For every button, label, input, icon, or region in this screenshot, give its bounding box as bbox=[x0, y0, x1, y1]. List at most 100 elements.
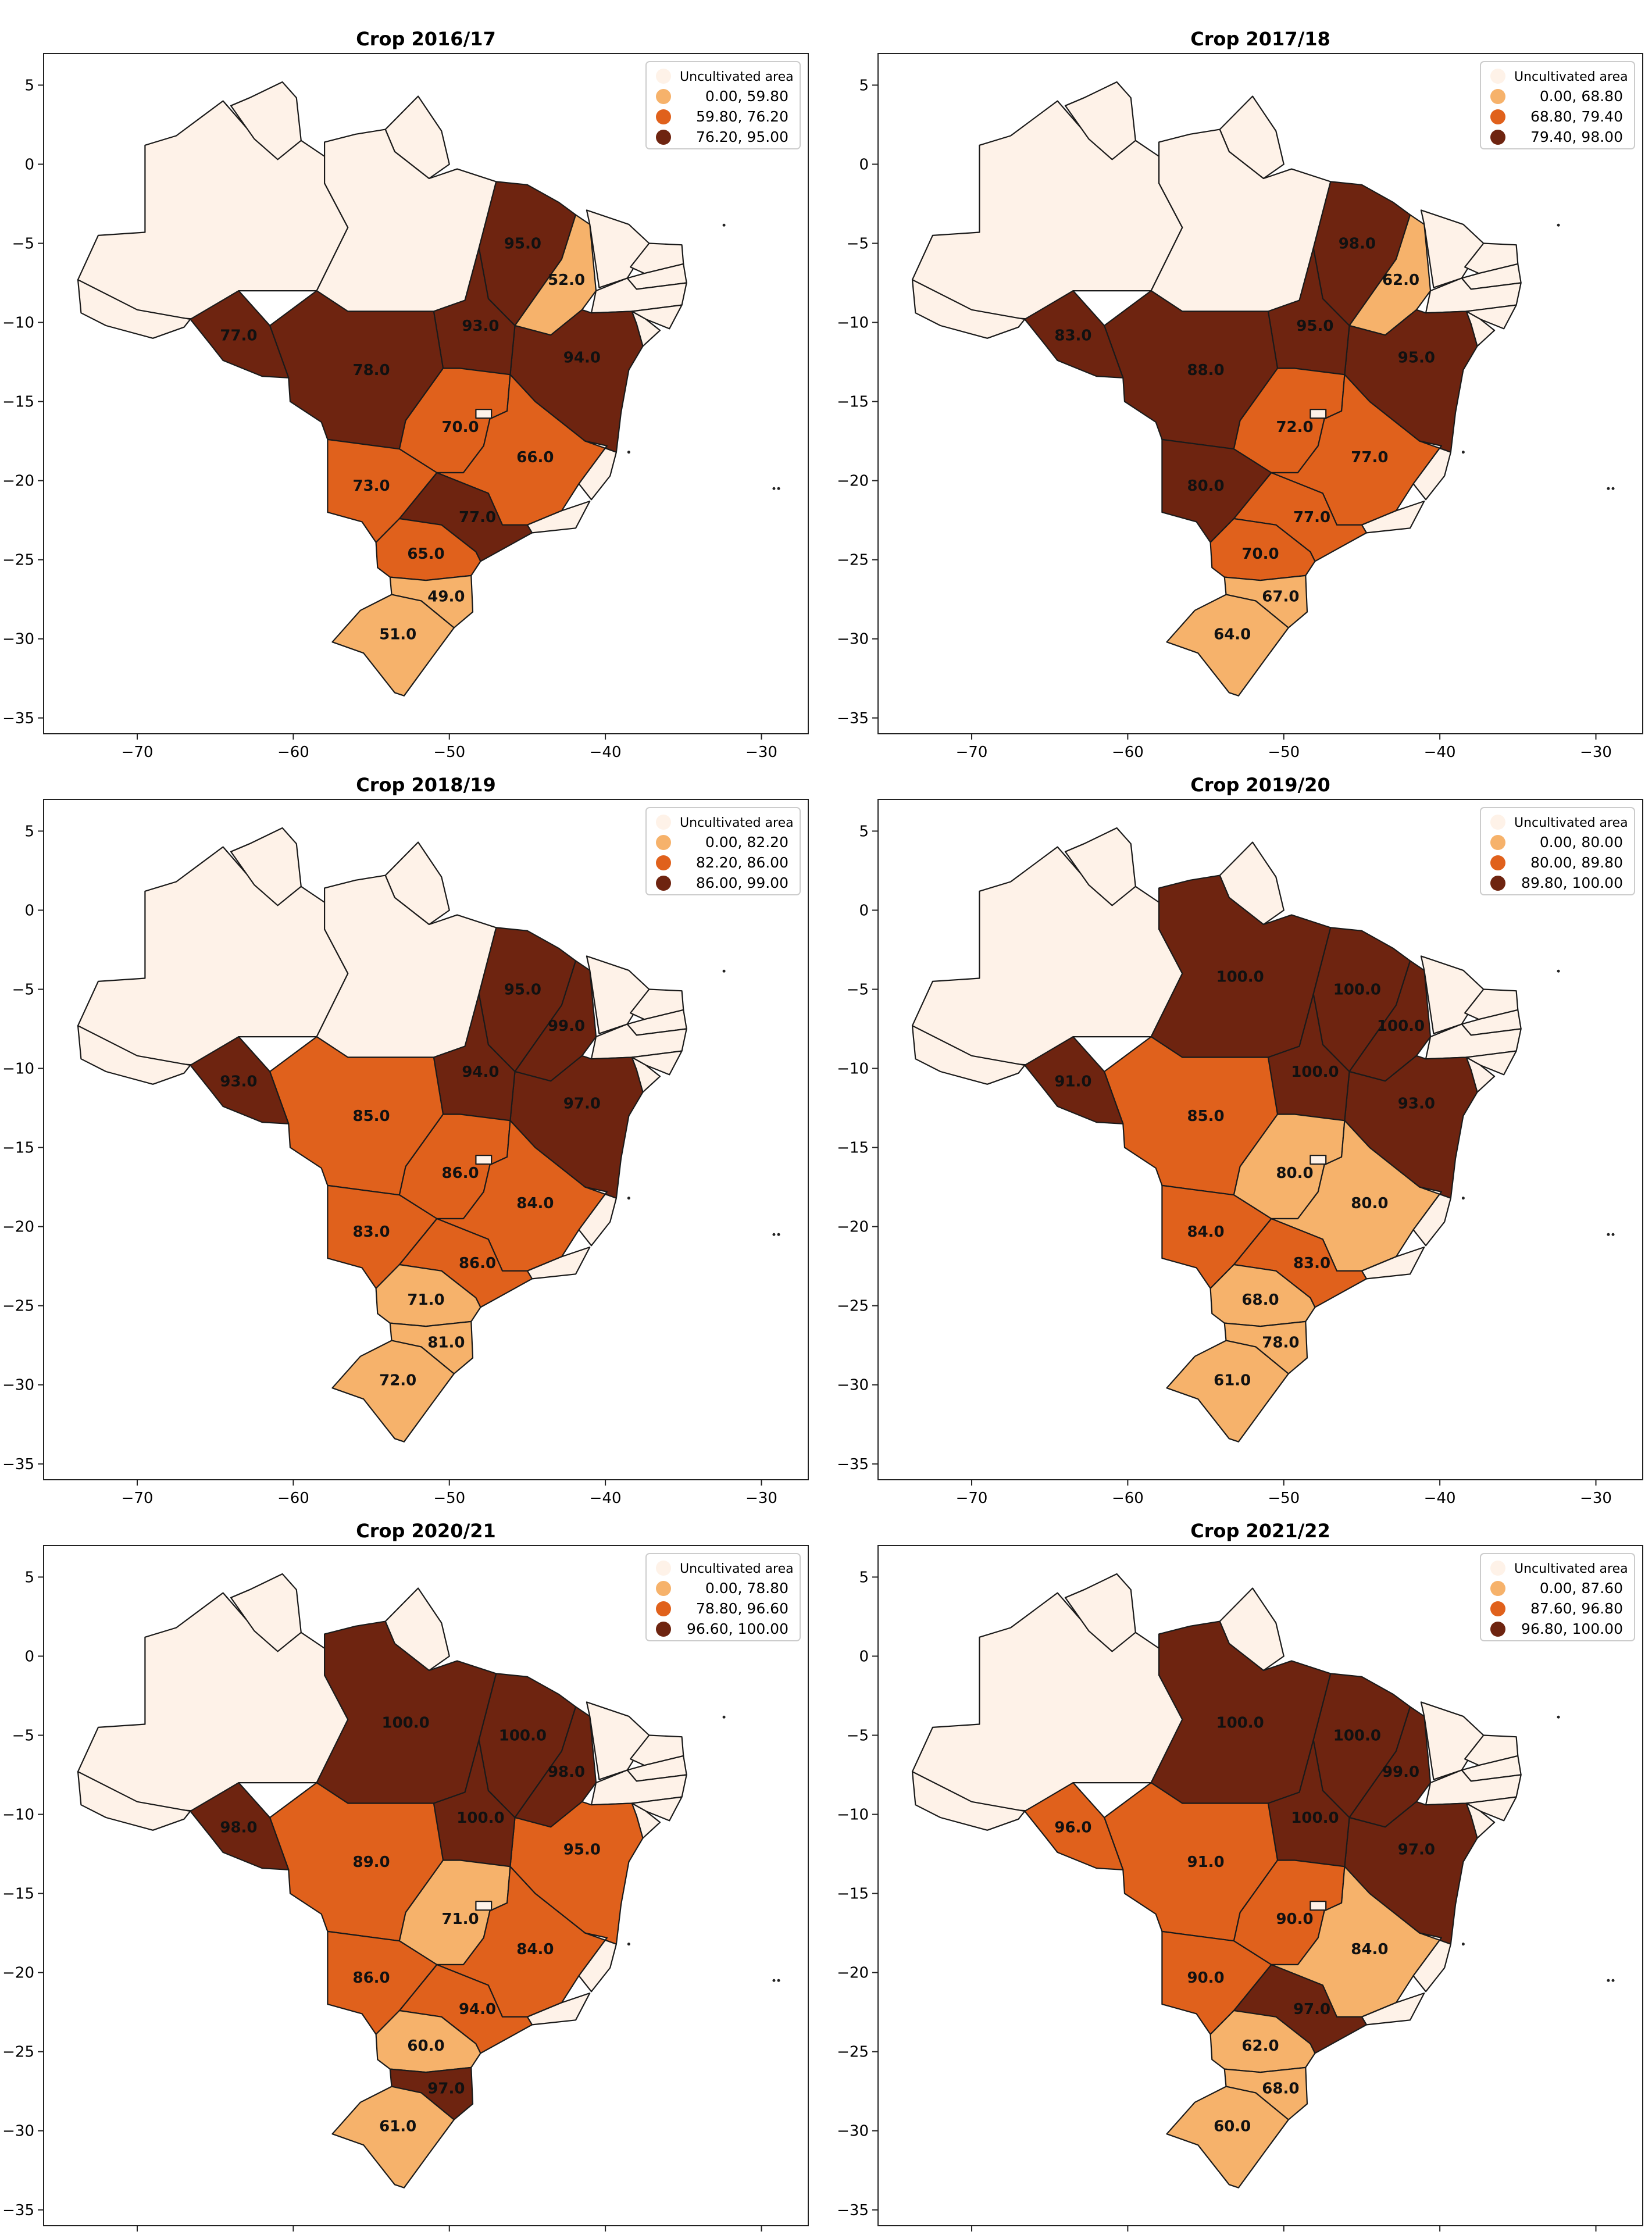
state-value-label: 83.0 bbox=[1293, 1255, 1330, 1272]
state-value-label: 95.0 bbox=[1398, 349, 1435, 366]
y-tick-label: −20 bbox=[2, 473, 34, 490]
state-value-label: 94.0 bbox=[462, 1063, 499, 1081]
island-dot bbox=[1611, 1233, 1615, 1236]
y-tick-label: −20 bbox=[837, 473, 869, 490]
island-dot bbox=[1607, 1979, 1610, 1982]
y-tick-label: 5 bbox=[24, 1569, 34, 1586]
island-dot bbox=[772, 1233, 776, 1236]
state-pr bbox=[375, 2009, 481, 2073]
state-ro bbox=[1024, 290, 1124, 379]
island-dot bbox=[722, 969, 726, 973]
x-tick-label: −50 bbox=[433, 744, 465, 761]
state-value-label: 60.0 bbox=[1214, 2118, 1251, 2136]
state-df bbox=[1310, 409, 1327, 419]
y-tick-label: −15 bbox=[837, 1886, 869, 1903]
y-tick-label: −30 bbox=[837, 631, 869, 648]
legend-marker bbox=[656, 1581, 671, 1596]
state-rr bbox=[230, 827, 302, 906]
y-tick-label: −5 bbox=[12, 1727, 34, 1745]
state-value-label: 80.0 bbox=[1276, 1165, 1313, 1182]
map-panel: Crop 2021/22−70−60−50−40−3050−5−10−15−20… bbox=[837, 1520, 1643, 2232]
legend-box bbox=[1480, 807, 1635, 895]
y-tick-label: −10 bbox=[2, 315, 34, 332]
state-value-label: 100.0 bbox=[456, 1809, 504, 1827]
state-value-label: 52.0 bbox=[548, 272, 585, 289]
y-tick-label: −15 bbox=[2, 1140, 34, 1157]
x-tick-label: −50 bbox=[433, 1490, 465, 1507]
state-value-label: 88.0 bbox=[1187, 362, 1224, 379]
state-value-label: 77.0 bbox=[1351, 449, 1388, 466]
x-tick-label: −40 bbox=[1424, 1490, 1456, 1507]
state-rj bbox=[526, 500, 591, 534]
state-value-label: 80.0 bbox=[1187, 477, 1224, 495]
x-tick-label: −40 bbox=[1424, 744, 1456, 761]
state-ro bbox=[190, 1782, 290, 1870]
state-value-label: 89.0 bbox=[352, 1854, 390, 1871]
island-dot bbox=[772, 1979, 776, 1982]
legend-label: Uncultivated area bbox=[680, 816, 794, 830]
state-value-label: 72.0 bbox=[379, 1372, 416, 1390]
x-tick-label: −70 bbox=[956, 1490, 988, 1507]
state-value-label: 77.0 bbox=[1293, 509, 1330, 526]
map-panel: Crop 2020/21−70−60−50−40−3050−5−10−15−20… bbox=[2, 1520, 809, 2232]
legend-marker bbox=[656, 89, 671, 104]
y-tick-label: −25 bbox=[837, 1298, 869, 1315]
y-tick-label: −15 bbox=[2, 1886, 34, 1903]
state-ac bbox=[911, 279, 1026, 339]
legend-label: 86.00, 99.00 bbox=[696, 874, 788, 891]
legend-box bbox=[645, 807, 801, 895]
legend-label: 96.80, 100.00 bbox=[1521, 1620, 1623, 1637]
y-tick-label: −5 bbox=[12, 235, 34, 253]
state-value-label: 93.0 bbox=[220, 1073, 257, 1090]
state-value-label: 100.0 bbox=[1216, 969, 1264, 986]
y-tick-label: −25 bbox=[837, 2044, 869, 2061]
legend-marker bbox=[1490, 1581, 1505, 1596]
legend-marker bbox=[1490, 876, 1505, 891]
state-value-label: 100.0 bbox=[1333, 1727, 1381, 1745]
legend-marker bbox=[656, 1601, 671, 1616]
y-tick-label: −5 bbox=[12, 981, 34, 999]
state-value-label: 98.0 bbox=[1339, 235, 1376, 253]
state-value-label: 83.0 bbox=[352, 1223, 390, 1241]
state-value-label: 68.0 bbox=[1241, 1291, 1279, 1309]
y-tick-label: −25 bbox=[2, 552, 34, 569]
y-tick-label: 5 bbox=[24, 823, 34, 840]
y-tick-label: −20 bbox=[837, 1219, 869, 1236]
legend-label: Uncultivated area bbox=[680, 1562, 794, 1576]
state-value-label: 91.0 bbox=[1187, 1854, 1224, 1871]
legend-marker bbox=[656, 835, 671, 850]
state-value-label: 84.0 bbox=[1351, 1941, 1388, 1958]
legend-marker bbox=[1490, 69, 1505, 84]
y-tick-label: 0 bbox=[859, 156, 869, 173]
state-es bbox=[1412, 1186, 1451, 1247]
panel-title: Crop 2020/21 bbox=[356, 1520, 496, 1542]
state-value-label: 100.0 bbox=[381, 1715, 429, 1732]
island-dot bbox=[1607, 487, 1610, 490]
state-value-label: 100.0 bbox=[499, 1727, 547, 1745]
state-value-label: 51.0 bbox=[379, 626, 416, 644]
state-value-label: 80.0 bbox=[1351, 1195, 1388, 1212]
state-value-label: 90.0 bbox=[1187, 1969, 1224, 1987]
state-es bbox=[1412, 440, 1451, 501]
map-panel: Crop 2019/20 −70 −60 −50 −40 −30 5 0 −5 −10 −15 −20… bbox=[837, 774, 1643, 1507]
y-tick-label: −25 bbox=[2, 2044, 34, 2061]
state-value-label: 77.0 bbox=[220, 327, 257, 344]
state-ro bbox=[190, 1036, 290, 1124]
state-value-label: 61.0 bbox=[1214, 1372, 1251, 1390]
state-value-label: 78.0 bbox=[1262, 1334, 1299, 1351]
state-value-label: 100.0 bbox=[1216, 1715, 1264, 1732]
state-value-label: 77.0 bbox=[459, 509, 496, 526]
legend-marker bbox=[1490, 1622, 1505, 1637]
y-tick-label: 0 bbox=[24, 156, 34, 173]
y-tick-label: −35 bbox=[2, 710, 34, 727]
x-tick-label: −70 bbox=[956, 744, 988, 761]
y-tick-label: −35 bbox=[837, 1456, 869, 1473]
state-rj bbox=[1361, 500, 1425, 534]
legend-label: Uncultivated area bbox=[680, 70, 794, 84]
state-value-label: 98.0 bbox=[548, 1763, 585, 1781]
state-value-label: 86.0 bbox=[352, 1969, 390, 1987]
state-value-label: 71.0 bbox=[441, 1911, 479, 1928]
legend-marker bbox=[656, 815, 671, 830]
island-dot bbox=[777, 487, 780, 490]
state-rr bbox=[1064, 1573, 1136, 1652]
